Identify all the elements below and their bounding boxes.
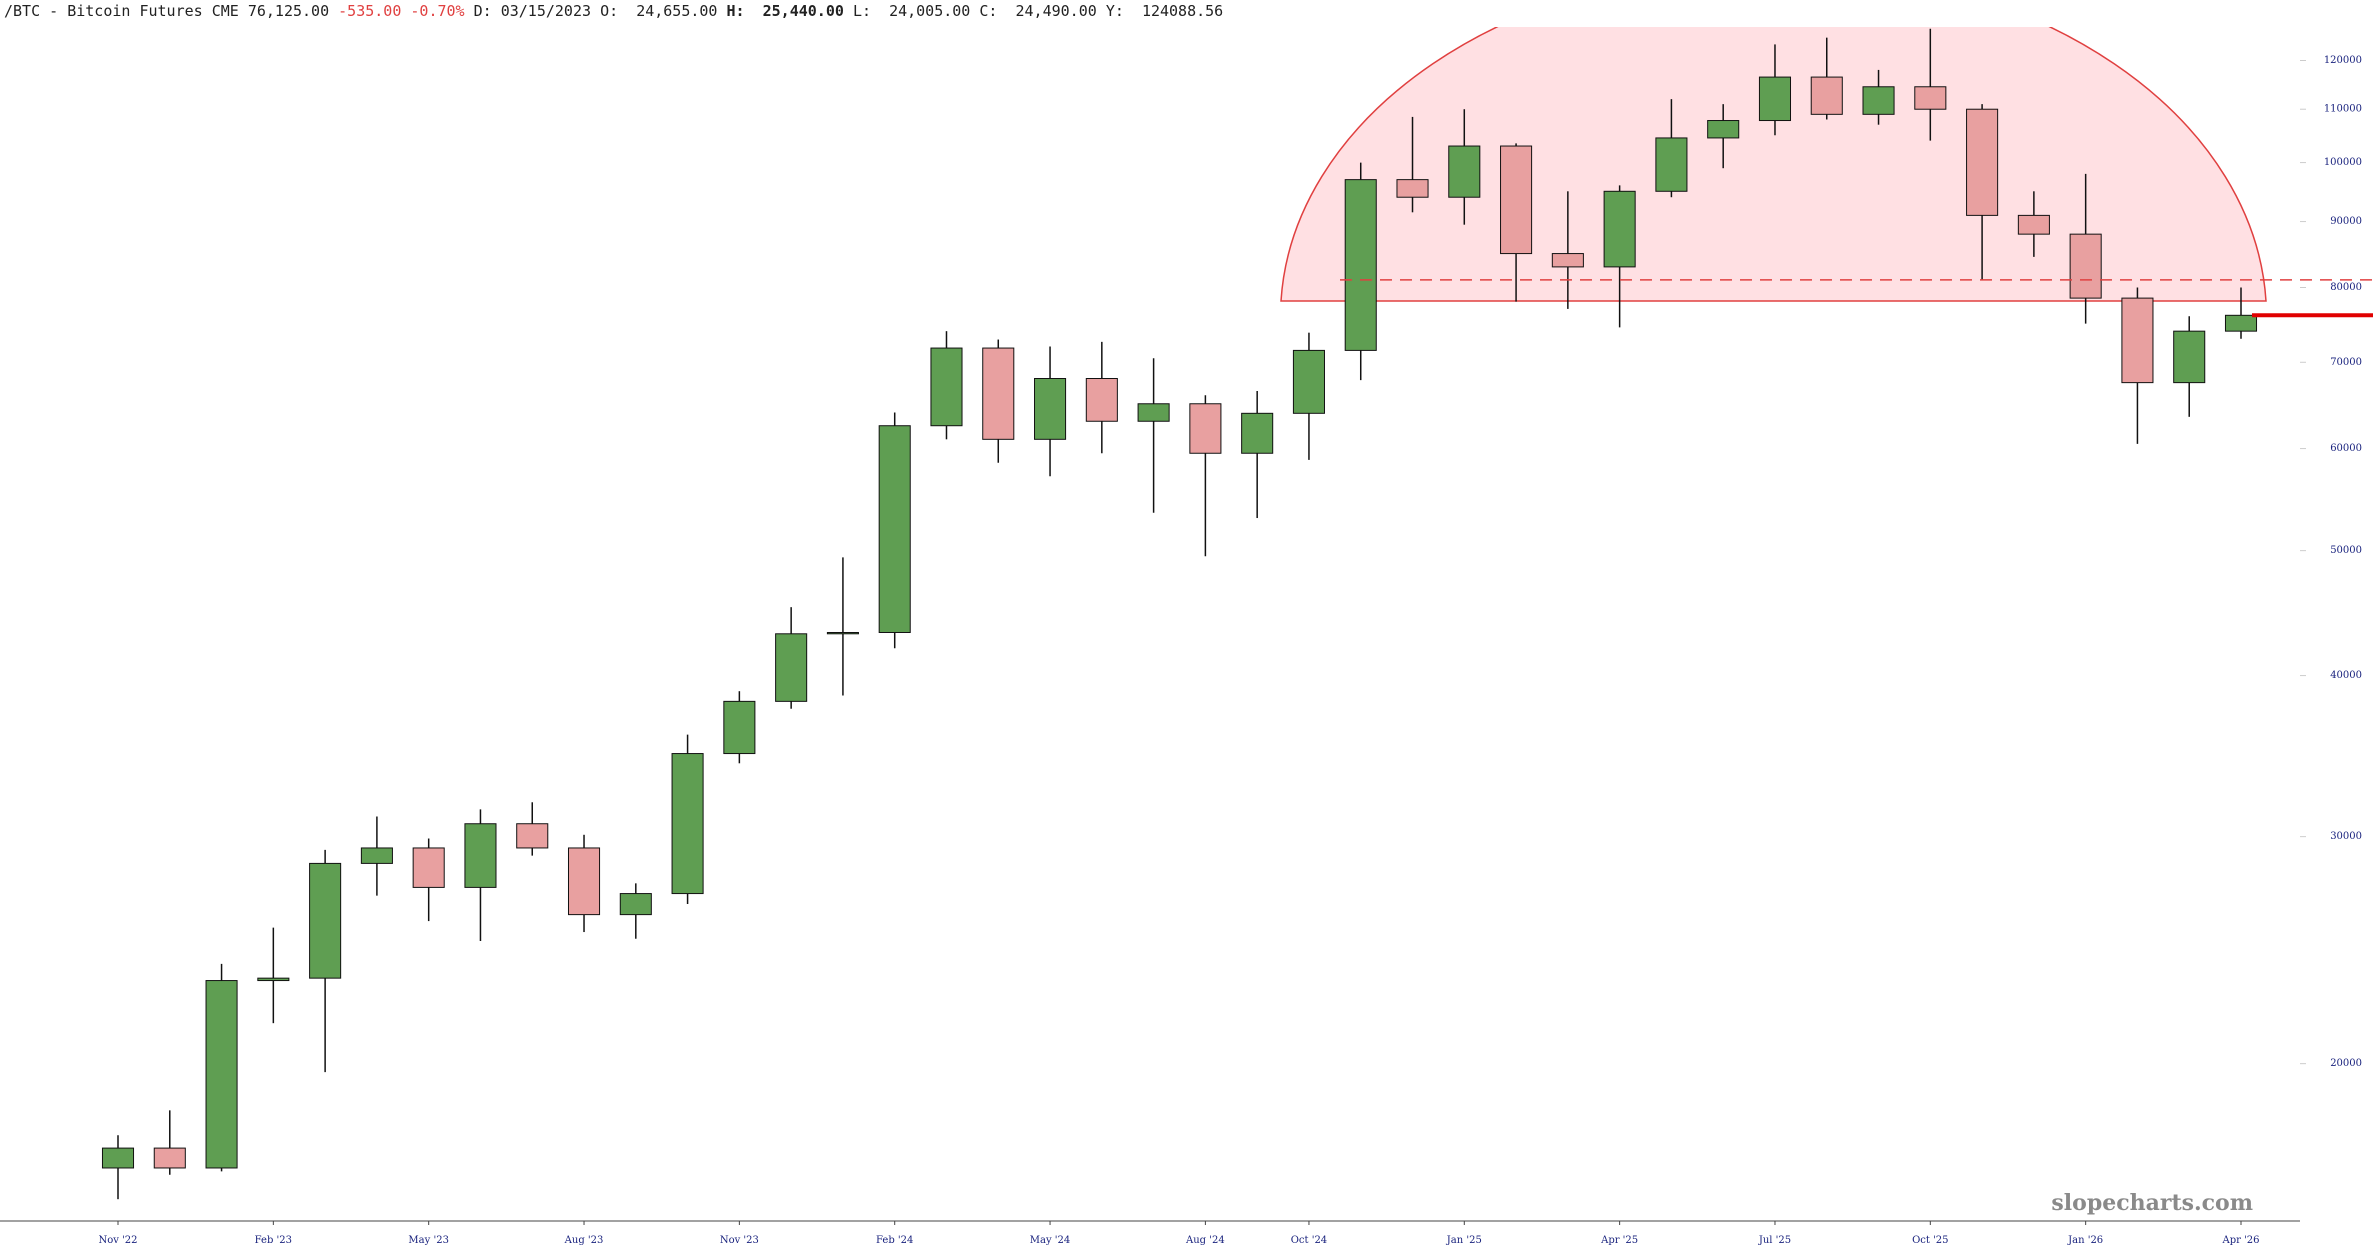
candle-body xyxy=(1448,145,1481,198)
x-tick-label: Jul '25 xyxy=(1758,1235,1791,1246)
candle-body xyxy=(1344,179,1377,351)
x-tick-label: Aug '24 xyxy=(1185,1235,1225,1246)
x-tick-label: Apr '25 xyxy=(1600,1235,1638,1246)
candle-body xyxy=(567,847,601,916)
symbol: /BTC - Bitcoin Futures CME xyxy=(4,2,239,20)
change-pct: -0.70% xyxy=(410,2,465,20)
candle-body xyxy=(1758,76,1792,122)
field-value: 25,440.00 xyxy=(762,2,844,20)
x-tick-label: Aug '23 xyxy=(564,1235,604,1246)
candle-body xyxy=(1137,403,1170,422)
field-value: 03/15/2023 xyxy=(500,2,592,20)
field-label: H: xyxy=(726,2,745,20)
candle-body xyxy=(153,1147,186,1169)
candle-body xyxy=(826,631,859,635)
candle-body xyxy=(671,753,704,895)
candle-body xyxy=(2069,233,2102,299)
candle-body xyxy=(878,425,911,633)
x-tick-label: May '23 xyxy=(408,1235,449,1246)
y-tick-label: 40000 xyxy=(2330,670,2362,681)
candle-body xyxy=(1966,108,1999,216)
candle-body xyxy=(2017,214,2050,235)
candle-body xyxy=(1862,86,1895,115)
field-value: 24,005.00 xyxy=(889,2,971,20)
field-label: C: xyxy=(979,2,998,20)
candle-body xyxy=(2173,330,2206,384)
candle-body xyxy=(775,633,808,702)
candle-body xyxy=(1551,253,1584,268)
field-value: 124088.56 xyxy=(1141,2,1224,20)
y-tick-label: 90000 xyxy=(2330,216,2362,227)
candle-body xyxy=(1500,145,1533,255)
candle-body xyxy=(1085,378,1118,422)
candle-body xyxy=(982,347,1015,440)
candle-body xyxy=(309,862,342,979)
x-tick-label: Nov '22 xyxy=(98,1235,137,1246)
candle-body xyxy=(516,823,549,849)
field-value: 24,655.00 xyxy=(636,2,718,20)
candle-body xyxy=(257,977,290,982)
candle-body xyxy=(360,847,393,864)
x-tick-label: Nov '23 xyxy=(720,1235,759,1246)
y-tick-label: 30000 xyxy=(2330,831,2362,842)
candle-body xyxy=(1707,120,1740,139)
x-tick-label: Jan '26 xyxy=(2067,1235,2103,1246)
y-tick-label: 70000 xyxy=(2330,357,2362,368)
x-tick-label: Feb '23 xyxy=(255,1235,292,1246)
x-tick-label: Oct '24 xyxy=(1291,1235,1327,1246)
field-label: O: xyxy=(600,2,619,20)
candle-body xyxy=(1034,378,1067,440)
y-tick-label: 120000 xyxy=(2324,55,2362,66)
candle-body xyxy=(930,347,963,427)
candle-body xyxy=(1241,412,1274,454)
change: -535.00 xyxy=(338,2,402,20)
dome-pattern xyxy=(1280,27,2267,302)
candle-body xyxy=(2121,297,2154,384)
field-label: Y: xyxy=(1105,2,1124,20)
candle-body xyxy=(619,893,652,916)
candle-body xyxy=(1914,86,1947,110)
candle-body xyxy=(205,980,238,1169)
x-tick-label: May '24 xyxy=(1030,1235,1071,1246)
candle-body xyxy=(464,823,497,888)
candle-body xyxy=(1603,190,1636,268)
candle-body xyxy=(101,1147,135,1169)
x-tick-label: Oct '25 xyxy=(1912,1235,1948,1246)
header: /BTC - Bitcoin Futures CME 76,125.00 -53… xyxy=(4,2,1223,20)
candle-body xyxy=(1810,76,1843,115)
candle-body xyxy=(412,847,445,888)
x-tick-label: Feb '24 xyxy=(876,1235,913,1246)
candle-body xyxy=(1189,403,1222,454)
candle-body xyxy=(2224,314,2258,332)
watermark: slopecharts.com xyxy=(2051,1190,2253,1216)
x-tick-label: Apr '26 xyxy=(2221,1235,2259,1246)
y-tick-label: 20000 xyxy=(2330,1058,2362,1069)
y-tick-label: 80000 xyxy=(2330,282,2362,293)
y-tick-label: 110000 xyxy=(2324,104,2362,115)
candle-body xyxy=(1396,179,1429,198)
candle-body xyxy=(1655,137,1688,192)
y-tick-label: 60000 xyxy=(2330,443,2362,454)
field-label: D: xyxy=(473,2,492,20)
field-value: 24,490.00 xyxy=(1015,2,1097,20)
field-label: L: xyxy=(852,2,871,20)
candle-body xyxy=(723,700,756,755)
candle-body xyxy=(1292,349,1325,414)
y-tick-label: 100000 xyxy=(2324,157,2362,168)
x-tick-label: Jan '25 xyxy=(1446,1235,1482,1246)
last: 76,125.00 xyxy=(247,2,330,20)
y-tick-label: 50000 xyxy=(2330,545,2362,556)
